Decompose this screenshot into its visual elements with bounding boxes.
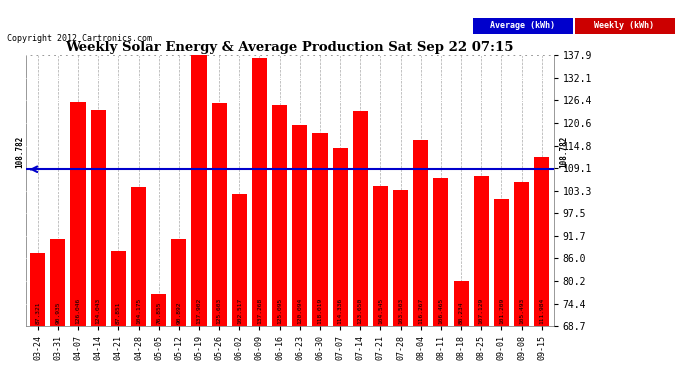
Text: 108.782: 108.782 bbox=[15, 136, 24, 168]
Text: 104.175: 104.175 bbox=[136, 298, 141, 324]
Bar bbox=[232, 194, 247, 326]
Text: 111.984: 111.984 bbox=[539, 298, 544, 324]
Bar bbox=[494, 199, 509, 326]
Text: 102.517: 102.517 bbox=[237, 298, 241, 324]
Text: 105.493: 105.493 bbox=[519, 298, 524, 324]
Text: 118.019: 118.019 bbox=[317, 298, 322, 324]
Bar bbox=[413, 140, 428, 326]
Bar bbox=[453, 281, 469, 326]
Bar bbox=[90, 110, 106, 326]
Text: 123.650: 123.650 bbox=[358, 298, 363, 324]
Text: 125.095: 125.095 bbox=[277, 298, 282, 324]
Bar bbox=[70, 102, 86, 326]
Title: Weekly Solar Energy & Average Production Sat Sep 22 07:15: Weekly Solar Energy & Average Production… bbox=[66, 41, 514, 54]
Bar bbox=[212, 104, 227, 326]
Text: 114.336: 114.336 bbox=[337, 298, 343, 324]
Bar bbox=[393, 190, 408, 326]
Bar bbox=[353, 111, 368, 326]
Text: 125.603: 125.603 bbox=[217, 298, 221, 324]
Text: Copyright 2012 Cartronics.com: Copyright 2012 Cartronics.com bbox=[7, 34, 152, 43]
Bar bbox=[191, 56, 206, 326]
Bar bbox=[151, 294, 166, 326]
Text: 101.209: 101.209 bbox=[499, 298, 504, 324]
Text: 80.234: 80.234 bbox=[459, 302, 464, 324]
Bar bbox=[111, 251, 126, 326]
Text: 103.503: 103.503 bbox=[398, 298, 403, 324]
Text: 90.892: 90.892 bbox=[177, 302, 181, 324]
Bar bbox=[473, 176, 489, 326]
Text: 76.855: 76.855 bbox=[156, 302, 161, 324]
Text: 126.046: 126.046 bbox=[75, 298, 81, 324]
Bar bbox=[534, 157, 549, 326]
Bar bbox=[373, 186, 388, 326]
Bar bbox=[272, 105, 287, 326]
Bar bbox=[131, 187, 146, 326]
Text: 107.129: 107.129 bbox=[479, 298, 484, 324]
Bar bbox=[333, 147, 348, 326]
Text: 116.267: 116.267 bbox=[418, 298, 423, 324]
Text: 137.902: 137.902 bbox=[197, 298, 201, 324]
Text: 137.268: 137.268 bbox=[257, 298, 262, 324]
Text: 87.321: 87.321 bbox=[35, 302, 40, 324]
Text: 120.094: 120.094 bbox=[297, 298, 302, 324]
Text: 106.465: 106.465 bbox=[438, 298, 444, 324]
Bar bbox=[293, 125, 307, 326]
Bar bbox=[433, 178, 448, 326]
Text: 87.851: 87.851 bbox=[116, 302, 121, 324]
Bar bbox=[252, 58, 267, 326]
Text: Weekly (kWh): Weekly (kWh) bbox=[595, 21, 654, 30]
Text: 90.935: 90.935 bbox=[55, 302, 61, 324]
Bar bbox=[171, 239, 186, 326]
Bar bbox=[30, 253, 46, 326]
Text: 108.782: 108.782 bbox=[560, 136, 569, 168]
Text: 104.545: 104.545 bbox=[378, 298, 383, 324]
Text: 124.043: 124.043 bbox=[96, 298, 101, 324]
Text: Average (kWh): Average (kWh) bbox=[490, 21, 555, 30]
Bar bbox=[514, 182, 529, 326]
Bar bbox=[50, 239, 66, 326]
Bar bbox=[313, 133, 328, 326]
